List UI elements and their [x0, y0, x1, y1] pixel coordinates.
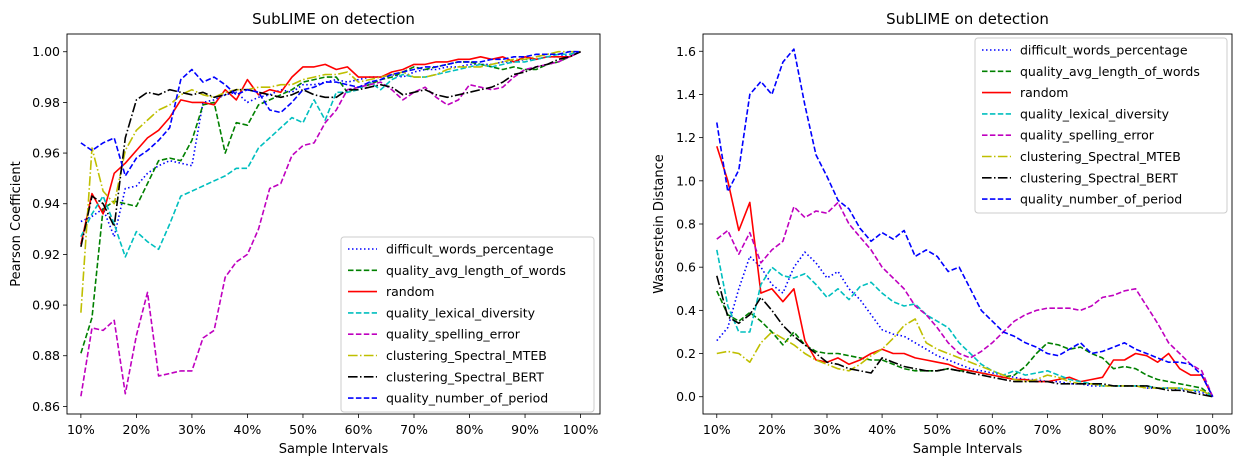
x-tick-label: 80% — [456, 422, 484, 437]
x-tick-label: 80% — [1089, 422, 1117, 437]
x-tick-label: 50% — [289, 422, 317, 437]
x-axis-label: Sample Intervals — [279, 442, 389, 457]
legend-label: clustering_Spectral_MTEB — [386, 348, 547, 363]
series-line-quality-spelling-error — [80, 50, 581, 397]
legend-label: quality_avg_length_of_words — [1020, 64, 1200, 79]
series-line-random — [716, 146, 1214, 398]
x-tick-label: 60% — [978, 422, 1006, 437]
chart-title: SubLIME on detection — [886, 10, 1049, 28]
series-line-difficult-words-percentage — [716, 251, 1213, 398]
legend-label: quality_spelling_error — [386, 327, 521, 342]
y-tick-label: 1.00 — [32, 44, 60, 59]
y-axis-label: Pearson Coefficient — [9, 161, 24, 286]
y-tick-label: 0.96 — [32, 146, 60, 161]
y-tick-label: 0.4 — [676, 303, 696, 318]
legend: difficult_words_percentage quality_avg_le… — [340, 236, 595, 413]
legend-label: clustering_Spectral_BERT — [386, 369, 544, 384]
series-line-quality-avg-length-of-words — [716, 290, 1214, 398]
x-tick-label: 40% — [234, 422, 262, 437]
x-tick-label: 20% — [123, 422, 151, 437]
x-tick-label: 50% — [923, 422, 951, 437]
series-line-quality-number-of-period — [716, 48, 1214, 398]
x-axis-label: Sample Intervals — [913, 442, 1023, 457]
x-tick-label: 90% — [511, 422, 539, 437]
y-tick-label: 0.98 — [32, 95, 60, 110]
legend-box — [340, 236, 595, 413]
y-tick-label: 1.0 — [676, 173, 696, 188]
chart-title: SubLIME on detection — [252, 10, 415, 28]
x-tick-label: 40% — [868, 422, 896, 437]
chart-wasserstein: SubLIME on detection 10% 20% 30% 40% 50% 60% 70… — [652, 10, 1233, 457]
plot-frame — [66, 33, 601, 415]
y-tick-label: 1.4 — [676, 87, 696, 102]
plot-frame — [702, 33, 1233, 415]
x-tick-label: 100% — [563, 422, 599, 437]
y-tick-label: 0.6 — [676, 260, 696, 275]
legend-label: clustering_Spectral_MTEB — [1020, 149, 1181, 164]
series-line-clustering-Spectral-MTEB — [716, 318, 1214, 398]
legend-label: clustering_Spectral_BERT — [1020, 170, 1178, 185]
x-tick-label: 10% — [67, 422, 95, 437]
series-line-clustering-Spectral-BERT — [80, 50, 581, 247]
series-line-quality-spelling-error — [716, 201, 1214, 398]
legend-label: quality_lexical_diversity — [1020, 106, 1170, 121]
chart-pearson: SubLIME on detection 10% 20% 30% 40% 50% 60% 70… — [9, 10, 601, 457]
y-tick-label: 0.2 — [676, 346, 696, 361]
y-tick-label: 0.0 — [676, 389, 696, 404]
legend-label: quality_number_of_period — [386, 391, 548, 406]
legend-label: random — [1020, 85, 1068, 100]
series-line-clustering-Spectral-MTEB — [80, 50, 581, 313]
y-tick-label: 1.6 — [676, 44, 696, 59]
legend-label: quality_lexical_diversity — [386, 305, 536, 320]
x-tick-label: 70% — [1034, 422, 1062, 437]
legend-label: quality_spelling_error — [1020, 128, 1155, 143]
legend-box — [974, 37, 1228, 214]
y-tick-label: 0.90 — [32, 298, 60, 313]
y-tick-label: 0.86 — [32, 399, 60, 414]
legend: difficult_words_percentage quality_avg_le… — [974, 37, 1228, 214]
x-tick-label: 10% — [703, 422, 731, 437]
x-tick-label: 90% — [1144, 422, 1172, 437]
y-tick-label: 0.94 — [32, 196, 60, 211]
legend-label: difficult_words_percentage — [1020, 43, 1188, 58]
y-tick-label: 0.8 — [676, 217, 696, 232]
series-line-clustering-Spectral-BERT — [716, 275, 1213, 398]
series-line-quality-lexical-diversity — [716, 249, 1214, 398]
legend-label: quality_number_of_period — [1020, 192, 1182, 207]
legend-label: random — [386, 284, 434, 299]
x-tick-label: 70% — [400, 422, 428, 437]
y-tick-label: 0.88 — [32, 348, 60, 363]
legend-label: difficult_words_percentage — [386, 242, 554, 257]
series-line-quality-number-of-period — [80, 50, 581, 177]
x-tick-label: 60% — [345, 422, 373, 437]
x-tick-label: 30% — [178, 422, 206, 437]
legend-label: quality_avg_length_of_words — [386, 263, 566, 278]
y-axis-label: Wasserstein Distance — [652, 154, 667, 294]
x-tick-label: 100% — [1195, 422, 1231, 437]
series-line-random — [80, 50, 581, 245]
series-line-difficult-words-percentage — [80, 50, 581, 238]
x-tick-label: 20% — [758, 422, 786, 437]
x-tick-label: 30% — [813, 422, 841, 437]
y-tick-label: 0.92 — [32, 247, 60, 262]
y-tick-label: 1.2 — [676, 130, 696, 145]
series-line-quality-avg-length-of-words — [80, 50, 581, 354]
